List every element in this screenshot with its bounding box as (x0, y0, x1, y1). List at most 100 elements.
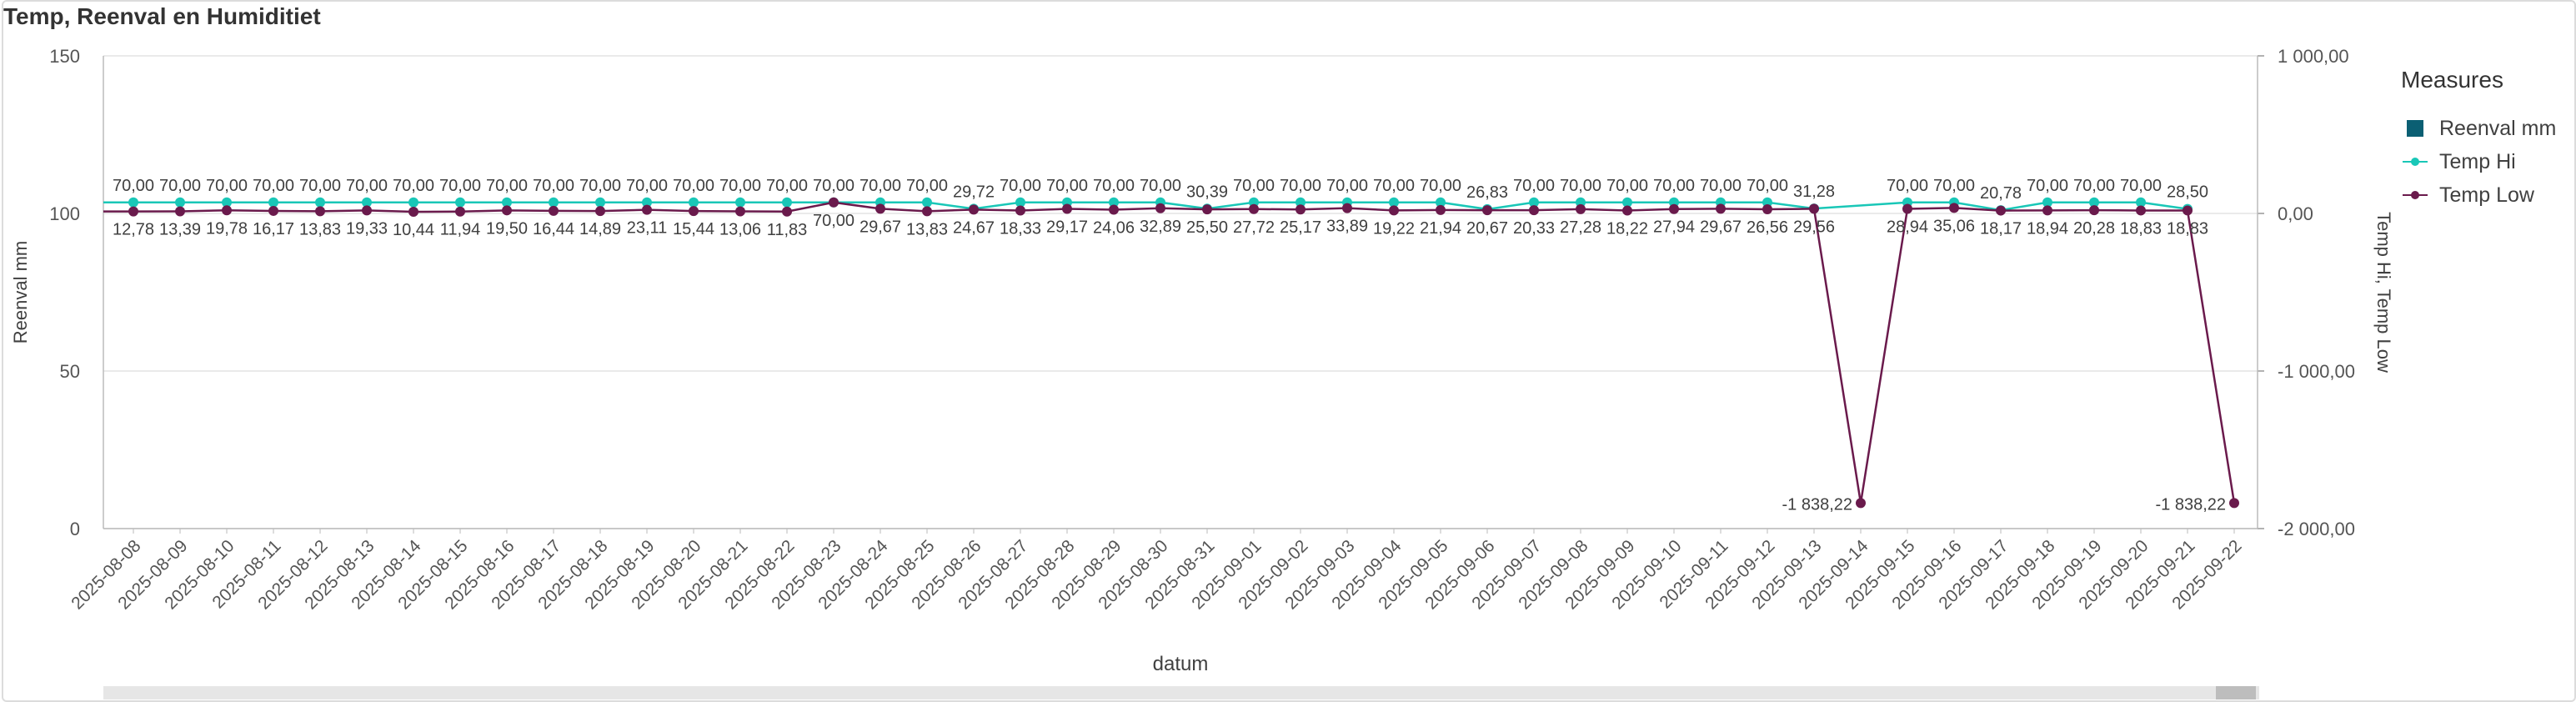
legend: Measures Reenval mm Temp Hi Temp Low (2401, 67, 2556, 212)
data-point (502, 205, 512, 216)
data-label: 18,83 (2167, 219, 2208, 238)
data-label: 25,17 (1280, 218, 1321, 237)
data-label: 16,17 (253, 220, 294, 238)
data-label: 19,78 (206, 219, 248, 238)
data-label: 18,83 (2120, 219, 2162, 238)
scrollbar-thumb[interactable] (2216, 686, 2256, 699)
data-point (922, 197, 932, 208)
data-point (782, 197, 792, 208)
data-label: 19,33 (346, 219, 388, 238)
y-tick-right: 0,00 (2278, 203, 2313, 224)
data-label: 70,00 (1747, 177, 1788, 195)
legend-item-temp-hi[interactable]: Temp Hi (2401, 145, 2556, 178)
data-point (2089, 205, 2099, 216)
data-point (1762, 203, 1772, 214)
data-point (455, 197, 465, 208)
data-point (408, 197, 418, 208)
data-label: 33,89 (1326, 218, 1368, 236)
legend-item-temp-low[interactable]: Temp Low (2401, 178, 2556, 212)
data-label: 27,28 (1560, 218, 1601, 237)
data-point (1809, 203, 1819, 214)
data-label: 35,06 (1933, 217, 1975, 235)
data-label: 13,83 (299, 220, 341, 238)
data-label: 70,00 (813, 177, 854, 195)
data-label: 70,00 (1513, 177, 1555, 195)
data-label: 70,00 (439, 177, 481, 195)
data-point (2229, 498, 2239, 509)
data-point (1949, 203, 1959, 213)
data-label: 70,00 (813, 212, 854, 230)
data-point (222, 205, 232, 216)
data-point (2136, 205, 2146, 216)
data-label: 70,00 (1000, 177, 1041, 195)
data-label: 70,00 (673, 177, 714, 195)
series-line-temp-low (103, 201, 2236, 504)
y-tick-right: -1 000,00 (2278, 361, 2355, 382)
data-label: 12,78 (113, 221, 154, 239)
data-label: 70,00 (206, 177, 248, 195)
data-label: 70,00 (1560, 177, 1601, 195)
legend-label: Temp Hi (2439, 149, 2516, 173)
data-label: 70,00 (1233, 177, 1275, 195)
data-label: 29,17 (1046, 218, 1088, 236)
data-label: 31,28 (1793, 183, 1835, 201)
legend-item-reenval[interactable]: Reenval mm (2401, 112, 2556, 145)
data-point (1109, 197, 1119, 208)
data-label: 70,00 (1326, 177, 1368, 195)
data-label: 20,28 (2073, 219, 2115, 238)
data-point (1015, 205, 1025, 216)
data-label: 70,00 (1606, 177, 1648, 195)
data-point (829, 197, 839, 208)
data-point (2042, 197, 2052, 208)
data-label: 70,00 (393, 177, 434, 195)
data-point (1062, 203, 1072, 214)
data-point (1622, 197, 1632, 208)
data-point (782, 206, 792, 217)
data-point (1389, 205, 1399, 216)
data-point (128, 197, 138, 208)
data-point (595, 197, 605, 208)
data-label: 70,00 (1700, 177, 1742, 195)
y-tick-left: 0 (70, 519, 80, 539)
data-label: 16,44 (533, 220, 574, 238)
data-point (2089, 197, 2099, 208)
data-point (362, 205, 372, 216)
data-label: 70,00 (626, 177, 668, 195)
data-label: 28,94 (1887, 218, 1928, 237)
data-label: 29,67 (1700, 218, 1742, 236)
legend-label: Reenval mm (2439, 116, 2557, 140)
data-point (1576, 203, 1586, 214)
data-point (502, 197, 512, 208)
data-point (1529, 205, 1539, 216)
data-point (1015, 197, 1025, 208)
data-point (642, 197, 652, 208)
data-label: 70,00 (1140, 177, 1181, 195)
horizontal-scrollbar[interactable] (103, 686, 2259, 699)
data-label: 23,11 (627, 219, 668, 238)
data-label: 70,00 (1420, 177, 1461, 195)
data-label: 21,94 (1420, 219, 1461, 238)
y-axis-title-right: Temp Hi, Temp Low (2373, 212, 2394, 373)
data-label: 70,00 (346, 177, 388, 195)
data-label: 70,00 (766, 177, 808, 195)
data-point (1249, 203, 1259, 214)
data-label: 70,00 (1373, 177, 1415, 195)
data-point (1296, 204, 1306, 215)
data-point (1856, 498, 1866, 509)
data-label: 18,94 (2027, 219, 2068, 238)
data-label: 20,33 (1513, 219, 1555, 238)
data-label: 70,00 (1046, 177, 1088, 195)
data-label: 70,00 (533, 177, 574, 195)
data-label: 18,22 (1606, 220, 1648, 238)
data-label: 70,00 (1093, 177, 1135, 195)
data-label: 19,22 (1373, 219, 1415, 238)
data-point (1436, 204, 1446, 215)
y-tick-left: 150 (49, 46, 80, 67)
data-label: 70,00 (486, 177, 528, 195)
data-point (969, 204, 979, 215)
data-point (1762, 197, 1772, 208)
square-icon (2401, 118, 2429, 138)
data-label: 27,72 (1233, 218, 1275, 237)
